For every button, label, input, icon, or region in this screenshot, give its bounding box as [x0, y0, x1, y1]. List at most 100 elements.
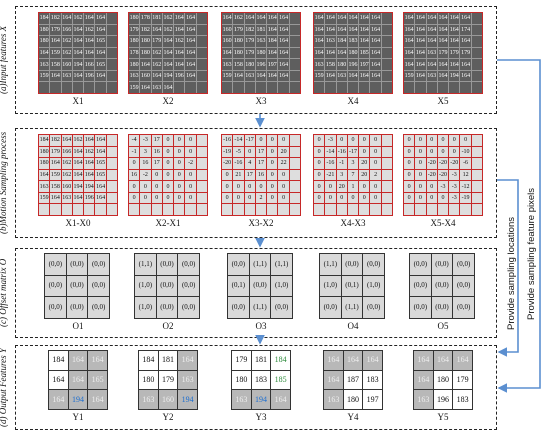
- diff-caption-2: X2-X1: [155, 218, 181, 228]
- cell: 160: [222, 24, 233, 36]
- cell: 0: [174, 181, 185, 192]
- cell: [196, 47, 207, 59]
- cell: 164: [61, 13, 72, 24]
- cell: [415, 82, 426, 93]
- cell: 164: [325, 47, 336, 59]
- cell: -1: [129, 146, 140, 158]
- cell: (0,0): [156, 275, 178, 297]
- cell: 164: [314, 47, 325, 59]
- cell: 184: [139, 351, 158, 370]
- cell: [381, 70, 392, 82]
- cell: [289, 82, 300, 93]
- cell: 0: [336, 192, 347, 204]
- cell: (1,0): [363, 275, 384, 297]
- cell: (0,0): [228, 254, 249, 275]
- cell: [222, 82, 233, 93]
- cell: 181: [158, 351, 178, 370]
- cell: [278, 82, 289, 93]
- diff-grid-2: -4 -3 17 0 0 0 -1 3 16 0 0 0 0 16 17 0 0 -2 16 -2 0 0 0 0 0 0 0 0 0 0…: [128, 134, 208, 216]
- input-grid-3: 164 162 164 164 164 164 160 179 182 181 164 164 160 1…: [221, 12, 301, 94]
- cell: 179: [129, 24, 140, 36]
- cell: [289, 59, 300, 70]
- cell: 0: [415, 158, 426, 169]
- cell: 0: [222, 181, 233, 192]
- cell: 179: [460, 47, 471, 59]
- input-grid-2: 180 178 181 162 164 164 179 182 164 162 164 164 180 1…: [128, 12, 208, 94]
- cell: [471, 169, 482, 181]
- cell: 180: [39, 146, 50, 158]
- input-grid-1: 184 182 164 162 164 164 180 179 166 164 162 164 180 1…: [38, 12, 118, 94]
- cell: [404, 82, 415, 93]
- cell: -16: [336, 146, 347, 158]
- diff-grid-1: 184 182 164 162 164 164 180 179 166 164 162 164 180 1…: [38, 134, 118, 216]
- cell: [106, 158, 117, 169]
- cell: -4: [129, 135, 140, 146]
- cell: 164: [404, 36, 415, 47]
- cell: 164: [84, 135, 95, 146]
- cell: -14: [233, 135, 244, 146]
- cell: -3: [449, 169, 460, 181]
- cell: 163: [39, 59, 50, 70]
- cell: 0: [129, 158, 140, 169]
- cell: [347, 82, 359, 93]
- cell: 164: [222, 47, 233, 59]
- cell: 0: [174, 158, 185, 169]
- diff-grid-5: 0 0 0 0 0 0 0 0 0 0 0 -10 0 0 -20 -20 -20 -6 0 0 -20 -20 -3 12 0…: [403, 134, 483, 216]
- cell: 0: [415, 192, 426, 204]
- input-grid-5: 164 164 164 164 164 164 164 164 164 164 164 174 164 1…: [403, 12, 483, 94]
- cell: 0: [404, 135, 415, 146]
- cell: 16: [255, 169, 267, 181]
- cell: 21: [233, 169, 244, 181]
- cell: 0: [151, 169, 162, 181]
- cell: 164: [433, 351, 453, 370]
- cell: 164: [404, 13, 415, 24]
- cell: 164: [404, 47, 415, 59]
- input-features-panel: [15, 6, 497, 114]
- cell: 180: [343, 390, 363, 409]
- cell: (0,0): [410, 297, 431, 318]
- cell: 164: [347, 24, 359, 36]
- cell: -10: [460, 146, 471, 158]
- cell: 180: [232, 370, 251, 390]
- cell: 0: [244, 181, 255, 192]
- cell: [151, 204, 162, 215]
- cell: [471, 36, 482, 47]
- cell: 0: [426, 146, 437, 158]
- offset-grid-1: (0,0) (0,0) (0,0) (0,0) (0,0) (0,0) (0,0) (0,0)…: [44, 253, 110, 319]
- output-grid-4: 164 164 164 164 187 183 163 180 197: [323, 350, 383, 410]
- cell: 163: [336, 70, 347, 82]
- cell: [50, 204, 61, 215]
- cell: 164: [174, 24, 185, 36]
- cell: 196: [347, 59, 359, 70]
- cell: 164: [343, 351, 363, 370]
- cell: [370, 204, 381, 215]
- cell: 160: [222, 36, 233, 47]
- cell: [196, 204, 207, 215]
- cell: 164: [255, 70, 267, 82]
- cell: 164: [95, 47, 106, 59]
- cell: 0: [185, 146, 196, 158]
- cell: 164: [449, 36, 460, 47]
- cell: [289, 135, 300, 146]
- cell: 164: [460, 13, 471, 24]
- cell: [381, 36, 392, 47]
- cell: 164: [174, 59, 185, 70]
- cell: 164: [72, 192, 84, 204]
- cell: 164: [415, 70, 426, 82]
- cell: 164: [415, 13, 426, 24]
- cell: [381, 169, 392, 181]
- cell: (0,0): [156, 297, 178, 318]
- cell: 164: [278, 70, 289, 82]
- cell: 183: [251, 370, 271, 390]
- cell: (0,0): [363, 297, 384, 318]
- cell: [471, 59, 482, 70]
- cell: 164: [72, 70, 84, 82]
- cell: 0: [222, 192, 233, 204]
- cell: [106, 192, 117, 204]
- cell: 164: [426, 59, 437, 70]
- cell: [185, 204, 196, 215]
- cell: [381, 24, 392, 36]
- cell: (0,0): [178, 275, 199, 297]
- cell: (0,0): [341, 254, 363, 275]
- cell: 164: [314, 13, 325, 24]
